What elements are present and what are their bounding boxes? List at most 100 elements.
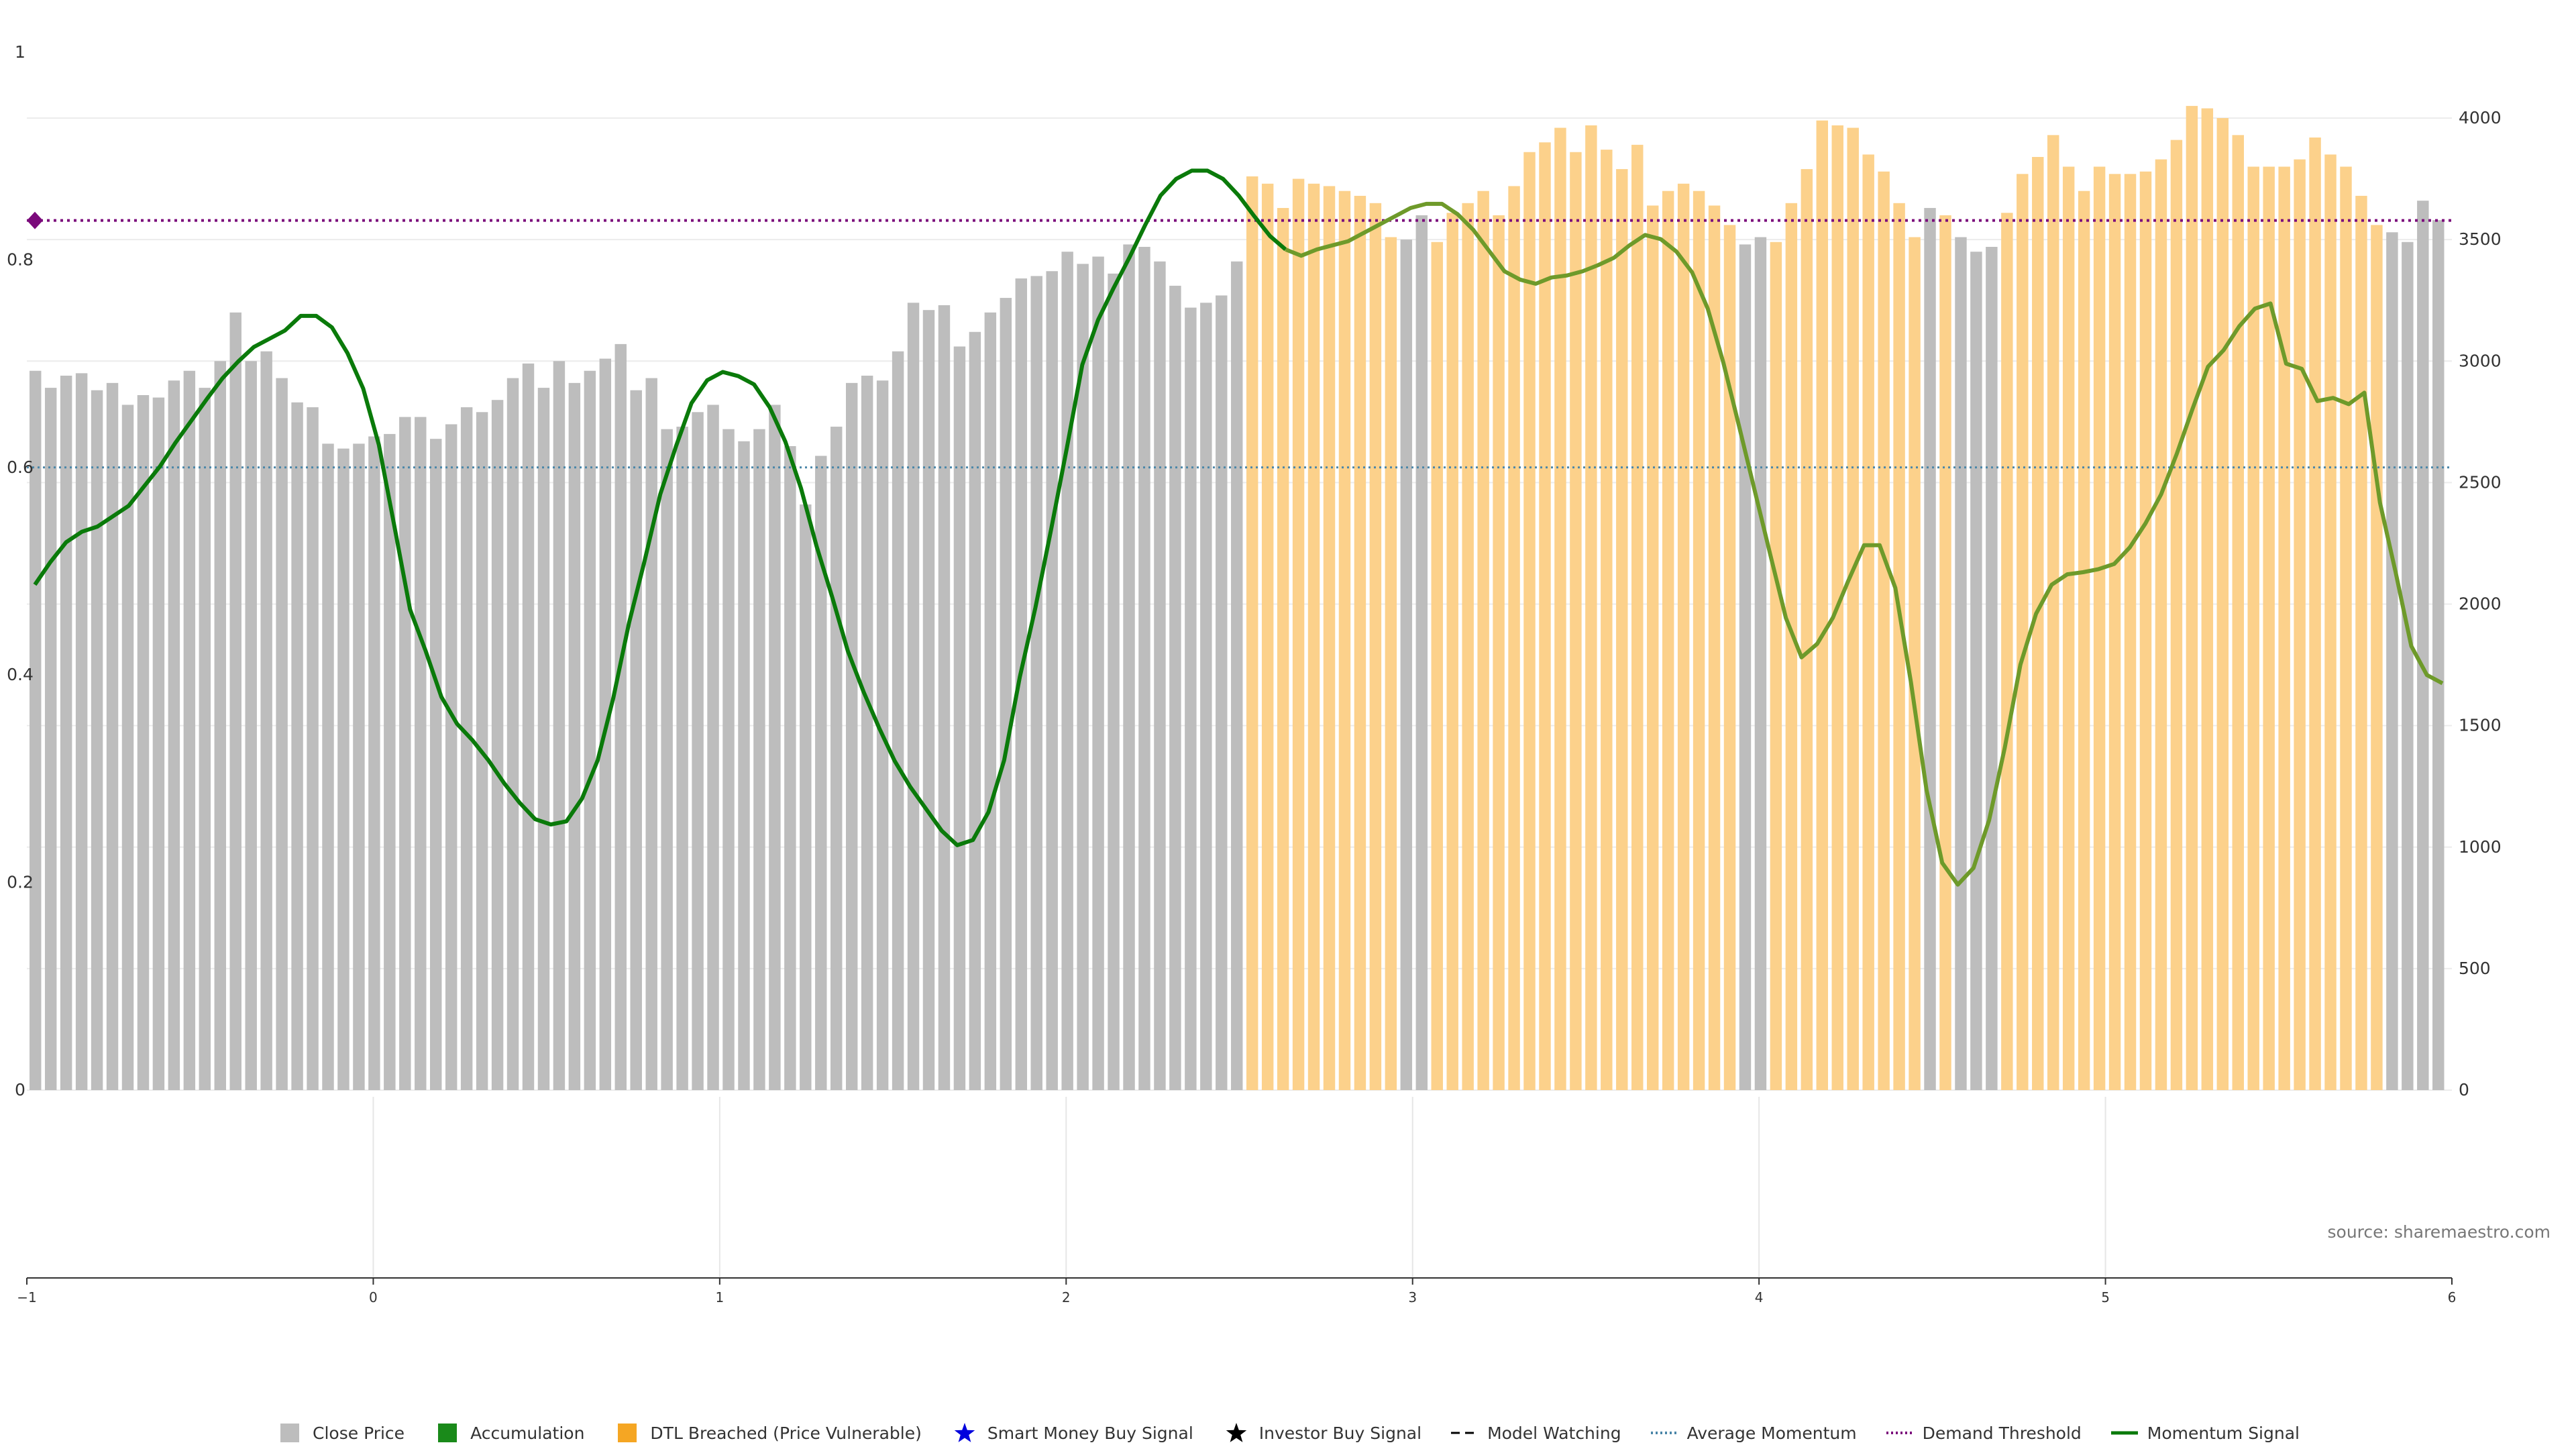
close-price-bar [106,382,119,1090]
close-price-bar [137,394,150,1090]
close-price-bar [645,378,657,1091]
close-price-bar [307,407,319,1090]
dtl-breached-bar [2124,174,2137,1090]
close-price-bar [60,375,72,1090]
lower-axis-tick-label: 0 [369,1289,378,1305]
dtl-breached-bar [2278,166,2290,1091]
close-price-bar [199,388,211,1091]
dtl-breached-bar [1862,154,1874,1090]
dtl-breached-bar [1893,203,1905,1091]
close-price-bar [2402,241,2414,1090]
legend-symbol-square [280,1424,300,1442]
close-price-bar [953,346,966,1090]
legend-item: Close Price [276,1423,405,1443]
lower-axis-tick-label: −1 [17,1289,36,1305]
dtl-breached-bar [1523,152,1536,1091]
dtl-breached-bar [1785,203,1798,1091]
close-price-bar [1400,239,1413,1090]
dtl-breached-bar [2247,166,2259,1091]
close-price-bar [969,331,981,1090]
legend-label: DTL Breached (Price Vulnerable) [650,1423,922,1443]
close-price-bar [707,405,719,1090]
close-price-bar [1231,261,1243,1090]
right-axis-tick-label: 2000 [2459,594,2502,614]
lower-axis-tick-label: 3 [1408,1289,1417,1305]
legend-item: Investor Buy Signal [1223,1423,1421,1443]
close-price-bar [614,343,627,1090]
dtl-breached-bar [1477,191,1489,1090]
close-price-bar [1077,264,1089,1091]
close-price-bar [415,417,427,1090]
legend-label: Momentum Signal [2147,1423,2300,1443]
close-price-bar [753,429,765,1090]
close-price-bar [183,370,196,1090]
left-axis-tick-label: 0.2 [7,873,34,892]
dtl-breached-bar [1616,169,1628,1090]
dtl-breached-bar [2017,174,2029,1090]
close-price-bar [214,361,226,1090]
close-price-bar [1415,215,1428,1090]
demand-threshold-marker [27,211,43,229]
close-price-bar [460,407,473,1090]
close-price-bar [522,363,535,1090]
legend-item: Smart Money Buy Signal [951,1423,1193,1443]
dtl-breached-bar [1493,215,1505,1090]
dtl-breached-bar [1508,186,1520,1091]
dtl-breached-bar [2032,156,2044,1091]
dtl-breached-bar [1354,195,1366,1090]
close-price-bar [1154,261,1166,1090]
close-price-bar [399,417,411,1090]
close-price-bar [229,312,241,1090]
right-axis-tick-label: 0 [2459,1080,2469,1099]
source-credit: source: sharemaestro.com [2327,1222,2551,1242]
close-price-bar [368,436,380,1090]
lower-axis-tick-label: 6 [2448,1289,2457,1305]
close-price-bar [584,370,596,1090]
close-price-bar [430,439,442,1090]
close-price-bar [445,424,458,1090]
close-price-bar [938,305,951,1090]
close-price-bar [168,380,180,1090]
dtl-breached-bar [2047,135,2059,1090]
close-price-bar [1000,298,1012,1091]
momentum-signal-line [33,168,2444,887]
right-axis-tick-label: 3500 [2459,229,2502,249]
close-price-bar [722,429,735,1090]
dtl-breached-bar [1847,127,1859,1091]
legend-symbol-square [438,1424,458,1442]
dtl-breached-bar [1570,152,1582,1091]
close-price-bar [1061,252,1073,1090]
legend-item: DTL Breached (Price Vulnerable) [614,1423,922,1443]
legend-label: Demand Threshold [1922,1423,2082,1443]
dtl-breached-bar [2294,159,2306,1090]
legend-label: Investor Buy Signal [1258,1423,1422,1443]
dtl-breached-bar [1385,237,1397,1091]
legend-symbol-dotted [1650,1432,1678,1434]
dtl-breached-bar [2001,213,2013,1091]
close-price-bar [537,388,550,1091]
dtl-breached-bar [2155,159,2167,1090]
dtl-breached-bar [2371,225,2383,1090]
close-price-bar [353,443,365,1090]
dtl-breached-bar [1323,186,1336,1091]
close-price-bar [922,310,935,1090]
dtl-breached-bar [1261,183,1274,1090]
close-price-bar [1924,208,1936,1091]
lower-axis-tick-label: 2 [1062,1289,1071,1305]
dtl-breached-bar [2186,105,2198,1091]
dtl-breached-bar [2093,166,2106,1091]
close-price-bar [2432,220,2445,1090]
close-price-bar [2386,232,2398,1090]
close-price-bar [384,433,396,1090]
close-price-bar [121,405,134,1090]
dtl-breached-bar [1909,237,1921,1091]
dtl-breached-bar [2263,166,2275,1091]
dtl-breached-bar [1554,127,1566,1091]
close-price-bar [907,303,920,1090]
dtl-breached-bar [1646,205,1659,1090]
close-price-bar [738,441,750,1090]
close-price-bar [30,370,42,1090]
legend-item: Average Momentum [1650,1423,1857,1443]
dtl-breached-bar [1801,169,1813,1090]
left-axis-tick-label: 0 [15,1080,25,1099]
